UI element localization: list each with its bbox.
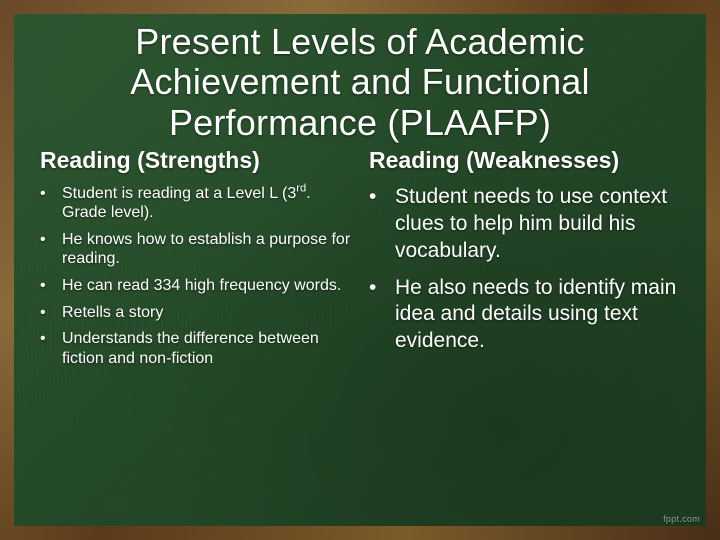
list-item: • Student is reading at a Level L (3rd. … bbox=[40, 184, 351, 223]
list-item-text: He knows how to establish a purpose for … bbox=[62, 230, 351, 269]
list-item-text: Retells a story bbox=[62, 303, 351, 323]
chalkboard: Present Levels of Academic Achievement a… bbox=[14, 14, 706, 526]
bullet-icon: • bbox=[40, 303, 62, 323]
list-item: • Student needs to use context clues to … bbox=[369, 184, 680, 265]
weaknesses-column: Reading (Weaknesses) • Student needs to … bbox=[369, 147, 680, 375]
list-item-text: Understands the difference between ficti… bbox=[62, 329, 351, 368]
bullet-icon: • bbox=[369, 275, 395, 302]
list-item-text: Student is reading at a Level L (3rd. Gr… bbox=[62, 184, 351, 223]
list-item-text: Student needs to use context clues to he… bbox=[395, 184, 680, 265]
strengths-list: • Student is reading at a Level L (3rd. … bbox=[40, 184, 351, 368]
list-item: • He knows how to establish a purpose fo… bbox=[40, 230, 351, 269]
list-item: • He also needs to identify main idea an… bbox=[369, 275, 680, 356]
slide-title: Present Levels of Academic Achievement a… bbox=[50, 22, 670, 143]
watermark-text: fppt.com bbox=[663, 514, 700, 524]
weaknesses-list: • Student needs to use context clues to … bbox=[369, 184, 680, 355]
bullet-icon: • bbox=[40, 329, 62, 349]
bullet-icon: • bbox=[40, 184, 62, 204]
bullet-icon: • bbox=[40, 276, 62, 296]
list-item: • Retells a story bbox=[40, 303, 351, 323]
weaknesses-header: Reading (Weaknesses) bbox=[369, 147, 680, 174]
list-item: • He can read 334 high frequency words. bbox=[40, 276, 351, 296]
bullet-icon: • bbox=[40, 230, 62, 250]
bullet-icon: • bbox=[369, 184, 395, 211]
strengths-header: Reading (Strengths) bbox=[40, 147, 351, 174]
list-item-text: He can read 334 high frequency words. bbox=[62, 276, 351, 296]
strengths-column: Reading (Strengths) • Student is reading… bbox=[40, 147, 351, 375]
list-item-text: He also needs to identify main idea and … bbox=[395, 275, 680, 356]
list-item: • Understands the difference between fic… bbox=[40, 329, 351, 368]
two-column-layout: Reading (Strengths) • Student is reading… bbox=[40, 147, 680, 375]
